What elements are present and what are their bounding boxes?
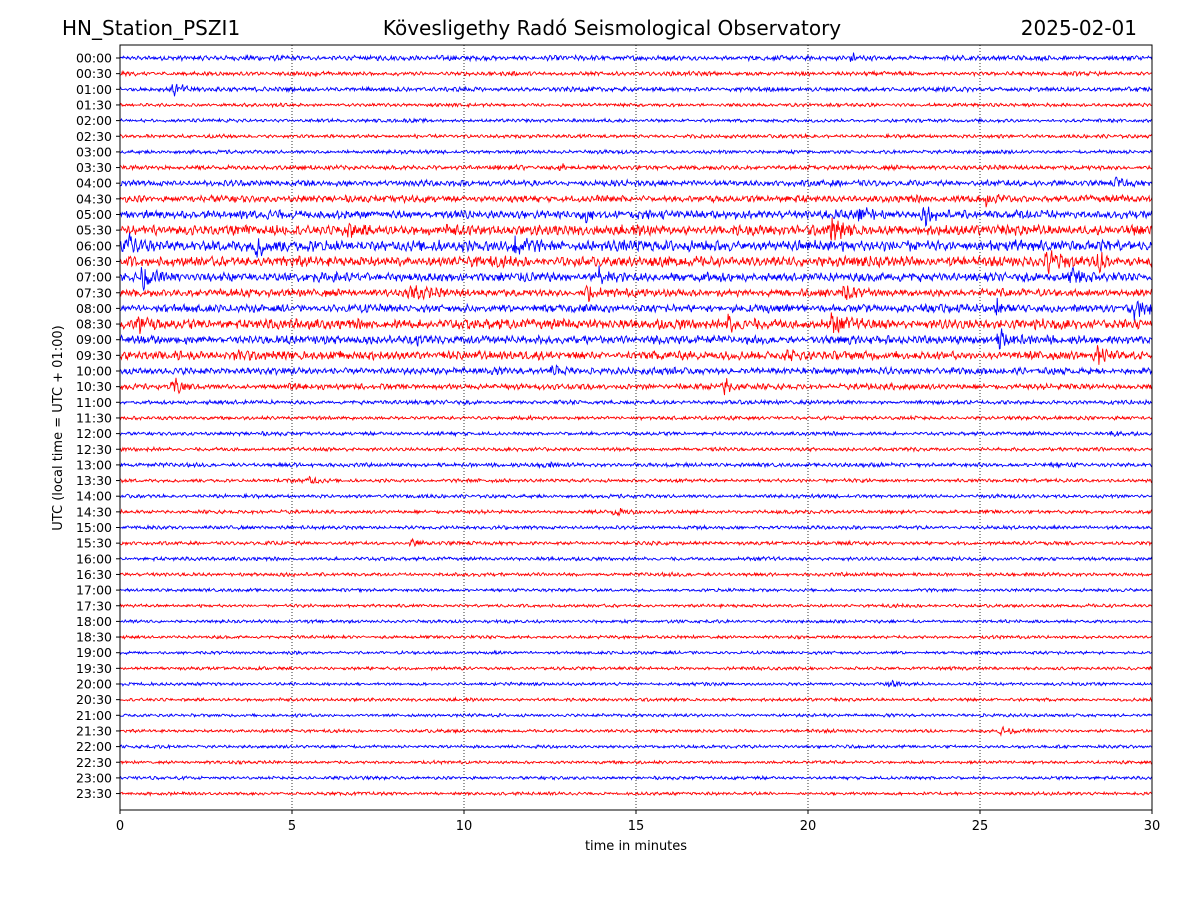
- x-tick-label: 5: [288, 819, 296, 834]
- trace-1900: [119, 649, 1153, 656]
- y-tick-label: 22:30: [76, 755, 112, 770]
- y-tick-label: 15:00: [76, 520, 112, 535]
- y-tick-label: 12:00: [76, 426, 112, 441]
- y-tick-label: 10:30: [76, 379, 112, 394]
- station-label: HN_Station_PSZI1: [62, 16, 240, 40]
- y-tick-label: 14:30: [76, 504, 112, 519]
- trace-0700: [119, 265, 1153, 292]
- y-tick-label: 19:00: [76, 645, 112, 660]
- y-tick-label: 04:00: [76, 176, 112, 191]
- y-tick-label: 19:30: [76, 661, 112, 676]
- y-tick-label: 01:00: [76, 82, 112, 97]
- y-tick-label: 17:30: [76, 598, 112, 613]
- y-tick-label: 23:00: [76, 770, 112, 785]
- x-tick-label: 20: [800, 819, 817, 834]
- y-tick-label: 07:30: [76, 285, 112, 300]
- y-tick-label: 22:00: [76, 739, 112, 754]
- y-tick-label: 18:30: [76, 630, 112, 645]
- y-tick-label: 05:30: [76, 223, 112, 238]
- trace-1230: [119, 445, 1153, 453]
- trace-0600: [119, 233, 1153, 258]
- y-tick-label: 15:30: [76, 536, 112, 551]
- y-tick-label: 20:30: [76, 692, 112, 707]
- y-tick-label: 21:00: [76, 708, 112, 723]
- trace-0400: [119, 176, 1153, 189]
- trace-1630: [119, 571, 1153, 578]
- y-axis-label: UTC (local time = UTC + 01:00): [51, 325, 66, 530]
- y-tick-label: 11:00: [76, 395, 112, 410]
- y-tick-label: 14:00: [76, 489, 112, 504]
- trace-1030: [119, 377, 1153, 396]
- y-tick-label: 16:00: [76, 551, 112, 566]
- y-tick-label: 00:30: [76, 66, 112, 81]
- trace-1700: [119, 587, 1153, 594]
- grid-layer: [291, 45, 981, 810]
- trace-2130: [119, 725, 1153, 737]
- trace-1200: [119, 430, 1153, 438]
- y-tick-label: 02:00: [76, 113, 112, 128]
- trace-1430: [119, 507, 1153, 517]
- y-tick-label: 23:30: [76, 786, 112, 801]
- y-tick-label: 18:00: [76, 614, 112, 629]
- trace-1300: [119, 460, 1153, 470]
- x-tick-label: 15: [628, 819, 645, 834]
- trace-0230: [119, 132, 1153, 140]
- y-tick-label: 01:30: [76, 97, 112, 112]
- y-tick-label: 09:00: [76, 332, 112, 347]
- x-tick-label: 30: [1144, 819, 1161, 834]
- trace-2000: [119, 679, 1153, 688]
- y-tick-label: 11:30: [76, 410, 112, 425]
- y-tick-label: 06:00: [76, 238, 112, 253]
- y-axis: 00:0000:3001:0001:3002:0002:3003:0003:30…: [76, 51, 120, 801]
- x-tick-label: 10: [456, 819, 473, 834]
- y-tick-label: 08:30: [76, 317, 112, 332]
- y-tick-label: 07:00: [76, 270, 112, 285]
- chart-title: Kövesligethy Radó Seismological Observat…: [383, 16, 841, 40]
- y-tick-label: 13:30: [76, 473, 112, 488]
- trace-0100: [119, 83, 1153, 97]
- y-tick-label: 03:00: [76, 144, 112, 159]
- x-tick-label: 25: [972, 819, 989, 834]
- y-tick-label: 08:00: [76, 301, 112, 316]
- y-tick-label: 02:30: [76, 129, 112, 144]
- date-label: 2025-02-01: [1021, 16, 1137, 40]
- y-tick-label: 04:30: [76, 191, 112, 206]
- y-tick-label: 21:30: [76, 723, 112, 738]
- y-tick-label: 16:30: [76, 567, 112, 582]
- x-tick-label: 0: [116, 819, 124, 834]
- y-tick-label: 10:00: [76, 364, 112, 379]
- trace-1830: [119, 633, 1153, 641]
- trace-0330: [119, 163, 1153, 172]
- y-tick-label: 12:30: [76, 442, 112, 457]
- x-axis: 0 5 10 15 20 25 30: [116, 810, 1160, 834]
- x-axis-label: time in minutes: [585, 839, 687, 854]
- y-tick-label: 06:30: [76, 254, 112, 269]
- y-tick-label: 13:00: [76, 457, 112, 472]
- y-tick-label: 05:00: [76, 207, 112, 222]
- trace-1130: [119, 414, 1153, 422]
- trace-0630: [119, 250, 1153, 275]
- y-tick-label: 03:30: [76, 160, 112, 175]
- trace-0000: [119, 52, 1153, 63]
- trace-0830: [119, 312, 1153, 334]
- trace-0430: [119, 193, 1153, 208]
- trace-1400: [119, 492, 1153, 500]
- trace-0130: [119, 101, 1153, 109]
- y-tick-label: 09:30: [76, 348, 112, 363]
- y-tick-label: 17:00: [76, 583, 112, 598]
- y-tick-label: 20:00: [76, 677, 112, 692]
- y-tick-label: 00:00: [76, 51, 112, 66]
- trace-1730: [119, 602, 1153, 610]
